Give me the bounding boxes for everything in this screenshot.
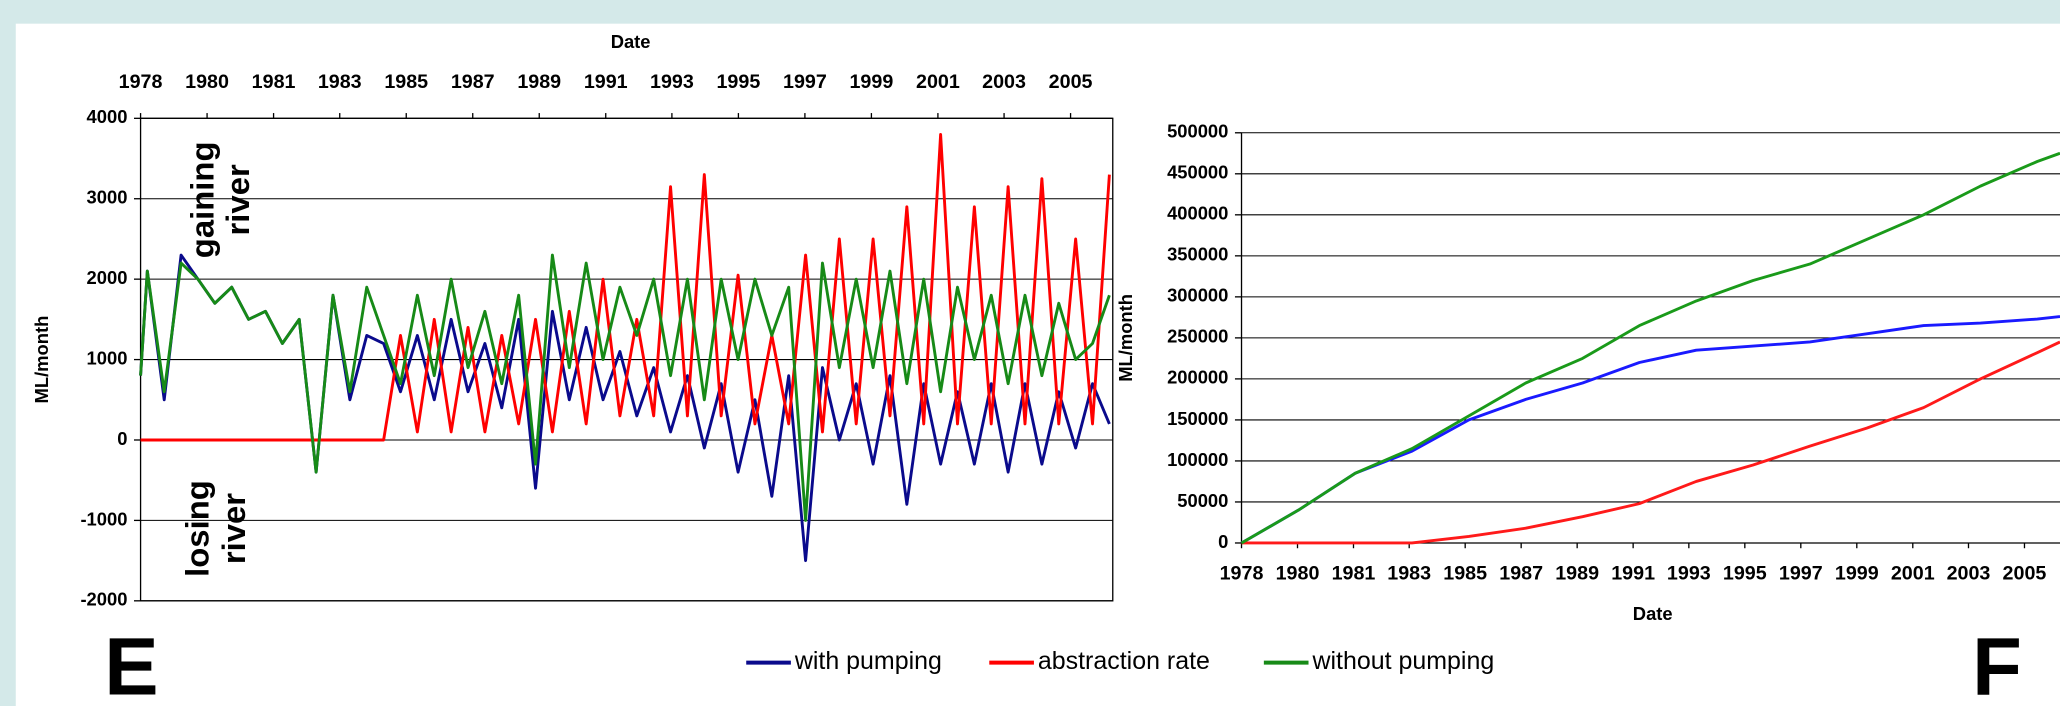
x-tick-label: 1987 bbox=[451, 71, 495, 93]
x-tick-label: 1991 bbox=[1611, 563, 1655, 585]
y-tick-label: -2000 bbox=[80, 589, 127, 610]
series-line bbox=[140, 132, 1111, 442]
y-tick-label: 0 bbox=[117, 428, 127, 449]
panel-label: E bbox=[104, 622, 158, 706]
x-axis-title: Date bbox=[611, 31, 651, 52]
y-tick-label: -1000 bbox=[80, 508, 127, 529]
annotation: gaining bbox=[184, 141, 221, 258]
x-tick-label: 2003 bbox=[982, 71, 1026, 93]
y-tick-label: 500000 bbox=[1167, 121, 1228, 142]
x-tick-label: 1995 bbox=[1723, 563, 1767, 585]
x-tick-label: 1980 bbox=[1276, 563, 1320, 585]
series-line bbox=[1240, 151, 2060, 545]
y-tick-label: 450000 bbox=[1167, 162, 1228, 183]
annotation: river bbox=[219, 164, 256, 235]
x-tick-label: 2003 bbox=[1947, 563, 1991, 585]
x-tick-label: 1983 bbox=[1387, 563, 1431, 585]
legend-label: without pumping bbox=[1311, 647, 1494, 675]
panel-background bbox=[15, 23, 2060, 706]
x-tick-label: 1997 bbox=[1779, 563, 1823, 585]
x-tick-label: 1985 bbox=[1443, 563, 1487, 585]
x-tick-label: 1989 bbox=[517, 71, 561, 93]
x-tick-label: 1980 bbox=[185, 71, 229, 93]
y-tick-label: 4000 bbox=[87, 106, 128, 127]
series-line bbox=[139, 253, 1111, 522]
x-tick-label: 1993 bbox=[650, 71, 694, 93]
x-tick-label: 1995 bbox=[716, 71, 760, 93]
x-tick-label: 1978 bbox=[1220, 563, 1264, 585]
y-axis-title: ML/month bbox=[31, 316, 52, 404]
y-tick-label: 50000 bbox=[1177, 490, 1228, 511]
x-tick-label: 1997 bbox=[783, 71, 827, 93]
x-tick-label: 1999 bbox=[849, 71, 893, 93]
x-tick-label: 2005 bbox=[2003, 563, 2047, 585]
annotation: losing bbox=[178, 480, 215, 577]
x-tick-label: 1987 bbox=[1499, 563, 1543, 585]
y-tick-label: 350000 bbox=[1167, 244, 1228, 265]
y-tick-label: 300000 bbox=[1167, 285, 1228, 306]
y-tick-label: 100000 bbox=[1167, 449, 1228, 470]
x-tick-label: 1993 bbox=[1667, 563, 1711, 585]
y-tick-label: 0 bbox=[1218, 531, 1228, 552]
x-tick-label: 1989 bbox=[1555, 563, 1599, 585]
y-axis-title: ML/month bbox=[1115, 294, 1136, 382]
x-axis-title: Date bbox=[1633, 603, 1673, 624]
y-tick-label: 400000 bbox=[1167, 203, 1228, 224]
x-tick-label: 1999 bbox=[1835, 563, 1879, 585]
y-tick-label: 2000 bbox=[87, 267, 128, 288]
y-tick-label: 1000 bbox=[87, 347, 128, 368]
x-tick-label: 2005 bbox=[1049, 71, 1093, 93]
x-tick-label: 1981 bbox=[1332, 563, 1376, 585]
x-tick-label: 1978 bbox=[119, 71, 163, 93]
legend-label: abstraction rate bbox=[1038, 647, 1210, 675]
y-tick-label: 250000 bbox=[1167, 326, 1228, 347]
y-tick-label: 150000 bbox=[1167, 408, 1228, 429]
x-tick-label: 2001 bbox=[1891, 563, 1935, 585]
y-tick-label: 200000 bbox=[1167, 367, 1228, 388]
x-tick-label: 2001 bbox=[916, 71, 960, 93]
x-tick-label: 1991 bbox=[584, 71, 628, 93]
y-tick-label: 3000 bbox=[87, 187, 128, 208]
annotation: river bbox=[215, 493, 252, 564]
panel-label: F bbox=[1972, 622, 2022, 706]
x-tick-label: 1983 bbox=[318, 71, 362, 93]
legend-label: with pumping bbox=[794, 647, 942, 675]
series-line bbox=[1241, 340, 2060, 545]
x-tick-label: 1985 bbox=[384, 71, 428, 93]
x-tick-label: 1981 bbox=[252, 71, 296, 93]
